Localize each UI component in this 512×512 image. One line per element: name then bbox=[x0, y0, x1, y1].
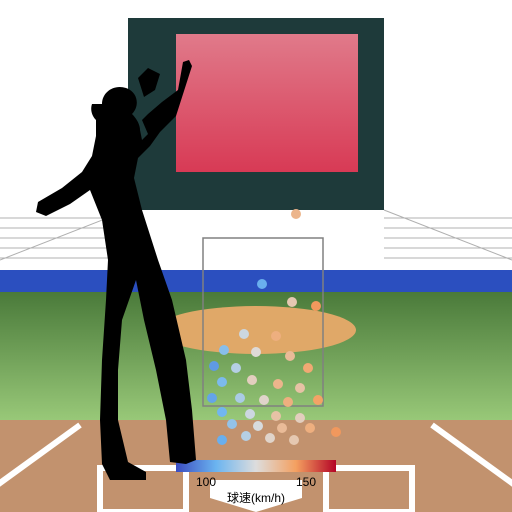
pitch-point bbox=[311, 301, 321, 311]
colorbar-label: 球速(km/h) bbox=[227, 491, 285, 505]
pitch-point bbox=[245, 409, 255, 419]
colorbar-gradient bbox=[176, 460, 336, 472]
pitch-point bbox=[207, 393, 217, 403]
pitch-point bbox=[277, 423, 287, 433]
pitch-point bbox=[253, 421, 263, 431]
pitch-point bbox=[251, 347, 261, 357]
pitch-point bbox=[227, 419, 237, 429]
pitch-point bbox=[259, 395, 269, 405]
colorbar-tick-label: 100 bbox=[196, 475, 216, 489]
pitch-point bbox=[241, 431, 251, 441]
pitch-point bbox=[217, 377, 227, 387]
pitch-point bbox=[331, 427, 341, 437]
pitch-point bbox=[239, 329, 249, 339]
pitch-point bbox=[305, 423, 315, 433]
pitch-point bbox=[285, 351, 295, 361]
pitch-point bbox=[283, 397, 293, 407]
pitch-point bbox=[291, 209, 301, 219]
pitch-point bbox=[287, 297, 297, 307]
pitch-point bbox=[231, 363, 241, 373]
pitch-point bbox=[303, 363, 313, 373]
pitch-point bbox=[273, 379, 283, 389]
pitch-point bbox=[289, 435, 299, 445]
pitch-point bbox=[209, 361, 219, 371]
pitch-point bbox=[271, 411, 281, 421]
pitch-point bbox=[235, 393, 245, 403]
pitch-point bbox=[219, 345, 229, 355]
pitch-point bbox=[247, 375, 257, 385]
pitch-point bbox=[271, 331, 281, 341]
pitch-point bbox=[313, 395, 323, 405]
pitch-point bbox=[295, 383, 305, 393]
colorbar-tick-label: 150 bbox=[296, 475, 316, 489]
stadium-background bbox=[0, 18, 512, 512]
pitch-point bbox=[265, 433, 275, 443]
pitch-point bbox=[257, 279, 267, 289]
pitch-point bbox=[217, 407, 227, 417]
pitch-location-chart: 100 150 球速(km/h) bbox=[0, 0, 512, 512]
pitch-point bbox=[217, 435, 227, 445]
pitch-point bbox=[295, 413, 305, 423]
